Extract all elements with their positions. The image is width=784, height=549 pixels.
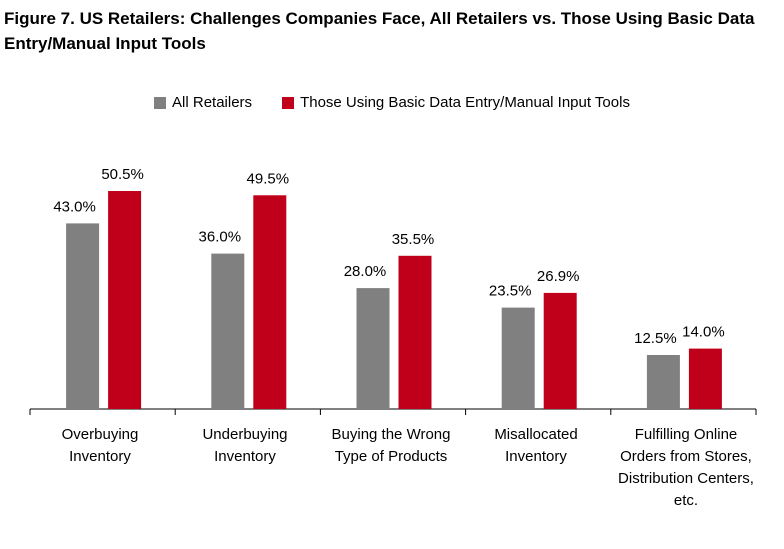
legend-label-basic-tools: Those Using Basic Data Entry/Manual Inpu…	[300, 94, 630, 111]
legend-item-all-retailers: All Retailers	[154, 94, 252, 111]
data-label-those-using-basic-data-entry-manual-input-tools-misallocated-inventory: 26.9%	[537, 268, 580, 285]
category-label-fulfilling-online: Fulfilling Online Orders from Stores, Di…	[618, 426, 754, 509]
bar-those-using-basic-data-entry-manual-input-tools-buying-the-wrong-type-of-products	[398, 255, 432, 409]
data-label-all-retailers-overbuying-inventory: 43.0%	[53, 198, 96, 215]
data-label-those-using-basic-data-entry-manual-input-tools-fulfilling-online-orders-from-stores-distribution-centers-etc: 14.0%	[682, 324, 725, 341]
bar-all-retailers-overbuying-inventory	[66, 223, 100, 409]
legend: All Retailers Those Using Basic Data Ent…	[0, 94, 784, 111]
category-label-misallocated: Misallocated Inventory	[494, 426, 578, 465]
legend-item-basic-tools: Those Using Basic Data Entry/Manual Inpu…	[282, 94, 630, 111]
bar-all-retailers-fulfilling-online-orders-from-stores-distribution-centers-etc	[646, 355, 680, 409]
bar-those-using-basic-data-entry-manual-input-tools-misallocated-inventory	[543, 292, 577, 409]
data-label-those-using-basic-data-entry-manual-input-tools-underbuying-inventory: 49.5%	[247, 170, 290, 187]
bar-all-retailers-buying-the-wrong-type-of-products	[356, 288, 390, 409]
category-label-overbuying: Overbuying Inventory	[61, 426, 139, 465]
legend-swatch-all-retailers	[154, 96, 167, 109]
bar-all-retailers-underbuying-inventory	[211, 253, 245, 409]
data-label-all-retailers-fulfilling-online-orders-from-stores-distribution-centers-etc: 12.5%	[634, 330, 677, 347]
category-label-wrong-products: Buying the Wrong Type of Products	[331, 426, 451, 465]
chart-title: Figure 7. US Retailers: Challenges Compa…	[4, 9, 755, 53]
legend-swatch-basic-tools	[282, 96, 295, 109]
bar-those-using-basic-data-entry-manual-input-tools-underbuying-inventory	[253, 195, 287, 409]
bar-those-using-basic-data-entry-manual-input-tools-overbuying-inventory	[108, 191, 142, 409]
data-label-those-using-basic-data-entry-manual-input-tools-overbuying-inventory: 50.5%	[101, 166, 144, 183]
data-label-those-using-basic-data-entry-manual-input-tools-buying-the-wrong-type-of-products: 35.5%	[392, 231, 435, 248]
bar-those-using-basic-data-entry-manual-input-tools-fulfilling-online-orders-from-stores-distribution-centers-etc	[688, 348, 722, 409]
data-label-all-retailers-underbuying-inventory: 36.0%	[199, 229, 242, 246]
bar-all-retailers-misallocated-inventory	[501, 307, 535, 409]
data-label-all-retailers-buying-the-wrong-type-of-products: 28.0%	[344, 263, 387, 280]
data-label-all-retailers-misallocated-inventory: 23.5%	[489, 283, 532, 300]
category-label-underbuying: Underbuying Inventory	[202, 426, 288, 465]
legend-label-all-retailers: All Retailers	[172, 94, 253, 111]
